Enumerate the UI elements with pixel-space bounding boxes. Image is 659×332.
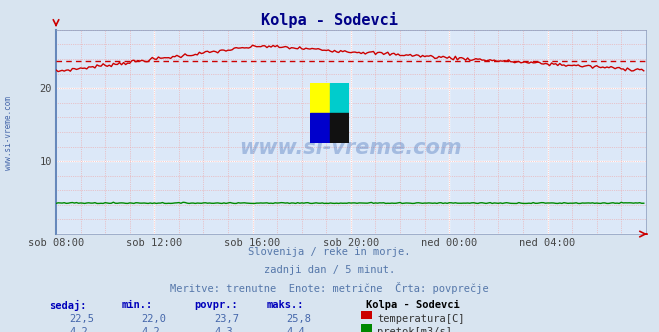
Bar	[310, 113, 330, 143]
Text: 4,4: 4,4	[287, 327, 305, 332]
Text: maks.:: maks.:	[267, 300, 304, 310]
Text: 4,2: 4,2	[69, 327, 88, 332]
Text: 22,5: 22,5	[69, 314, 94, 324]
Text: Meritve: trenutne  Enote: metrične  Črta: povprečje: Meritve: trenutne Enote: metrične Črta: …	[170, 282, 489, 294]
Text: www.si-vreme.com: www.si-vreme.com	[4, 96, 13, 170]
Text: www.si-vreme.com: www.si-vreme.com	[240, 138, 462, 158]
Bar	[310, 83, 330, 113]
Text: min.:: min.:	[122, 300, 153, 310]
Bar	[330, 113, 349, 143]
Text: Kolpa - Sodevci: Kolpa - Sodevci	[366, 300, 459, 310]
Text: sedaj:: sedaj:	[49, 300, 87, 311]
Text: 25,8: 25,8	[287, 314, 312, 324]
Text: 4,3: 4,3	[214, 327, 233, 332]
Text: zadnji dan / 5 minut.: zadnji dan / 5 minut.	[264, 265, 395, 275]
Text: temperatura[C]: temperatura[C]	[377, 314, 465, 324]
Text: Kolpa - Sodevci: Kolpa - Sodevci	[261, 12, 398, 28]
Text: povpr.:: povpr.:	[194, 300, 238, 310]
Text: pretok[m3/s]: pretok[m3/s]	[377, 327, 452, 332]
Text: Slovenija / reke in morje.: Slovenija / reke in morje.	[248, 247, 411, 257]
Text: 23,7: 23,7	[214, 314, 239, 324]
Text: 22,0: 22,0	[142, 314, 167, 324]
Text: 4,2: 4,2	[142, 327, 160, 332]
Bar	[330, 83, 349, 113]
